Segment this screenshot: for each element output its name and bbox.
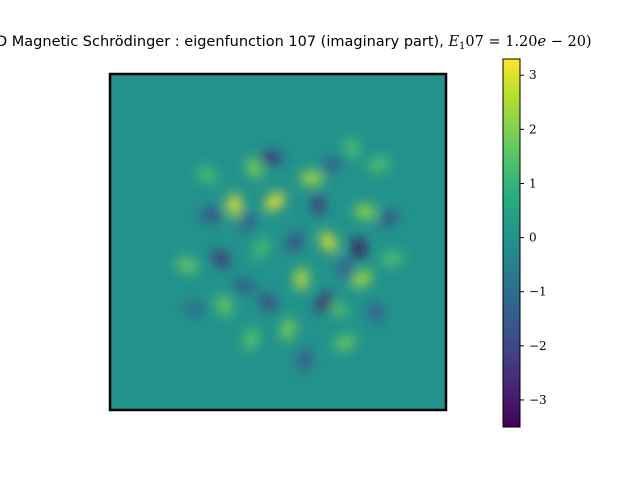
heatmap-peak — [197, 167, 218, 183]
colorbar-tick-label: 1 — [529, 176, 537, 190]
colorbar-tick-label: −2 — [529, 339, 547, 353]
heatmap-peak — [352, 270, 372, 288]
heatmap-peak — [368, 157, 390, 172]
heatmap-peak — [379, 210, 399, 227]
heatmap-peak — [294, 268, 309, 290]
heatmap-peak — [183, 301, 205, 317]
heatmap-peak — [298, 348, 312, 371]
math-symbol: E — [448, 34, 460, 50]
heatmap-peak — [259, 292, 277, 313]
colorbar-gradient — [502, 58, 521, 428]
colorbar-tick-label: 2 — [529, 122, 537, 136]
heatmap-peak — [233, 278, 256, 293]
heatmap-peak — [211, 249, 230, 268]
heatmap-peak — [260, 151, 283, 165]
colorbar-tick-label: −3 — [529, 393, 547, 407]
heatmap-peak — [367, 302, 384, 323]
heatmap-area — [108, 72, 448, 412]
heatmap-peak — [176, 258, 198, 273]
math-tail: − 20) — [546, 34, 592, 50]
chart-title-text: D Magnetic Schrödinger : eigenfunction 1… — [0, 34, 449, 50]
colorbar-tick-label: −1 — [529, 285, 547, 299]
heatmap-peak — [240, 211, 255, 233]
heatmap-peak — [300, 171, 323, 185]
heatmap-peak — [285, 233, 305, 251]
math-subscript: 1 — [459, 41, 466, 52]
math-rest: 07 = 1.20 — [465, 34, 538, 50]
heatmap-peak — [352, 237, 366, 260]
heatmap-peak — [316, 293, 334, 312]
colorbar-tick-label: 0 — [529, 231, 537, 245]
plot-frame — [108, 72, 448, 412]
heatmap-peak — [311, 194, 325, 217]
heatmap-peak — [199, 208, 222, 222]
heatmap-peak — [246, 158, 263, 179]
heatmap-peak — [381, 252, 404, 266]
heatmap-peak — [319, 232, 337, 252]
heatmap-peak — [328, 300, 349, 318]
heatmap-field — [176, 137, 404, 371]
heatmap-peak — [216, 295, 232, 317]
heatmap-peak — [337, 258, 353, 280]
heatmap-peak — [281, 318, 296, 341]
heatmap-peak — [227, 194, 241, 217]
colorbar-ticks: 3 2 1 0 −1 −2 −3 — [520, 68, 547, 407]
colorbar-tick-label: 3 — [529, 68, 537, 82]
colorbar: 3 2 1 0 −1 −2 −3 — [502, 58, 547, 428]
heatmap-peak — [345, 137, 359, 159]
math-exp-e: e — [537, 34, 547, 50]
chart-title-math: E107 = 1.20e − 20) — [448, 34, 592, 52]
heatmap-background — [110, 74, 446, 410]
chart-title: D Magnetic Schrödinger : eigenfunction 1… — [0, 34, 640, 54]
heatmap-peak — [253, 238, 270, 259]
heatmap-peak — [265, 192, 284, 211]
heatmap-peak — [321, 157, 343, 173]
heatmap-peak — [243, 329, 259, 350]
heatmap-peak — [334, 335, 356, 351]
heatmap-peak — [354, 205, 377, 219]
